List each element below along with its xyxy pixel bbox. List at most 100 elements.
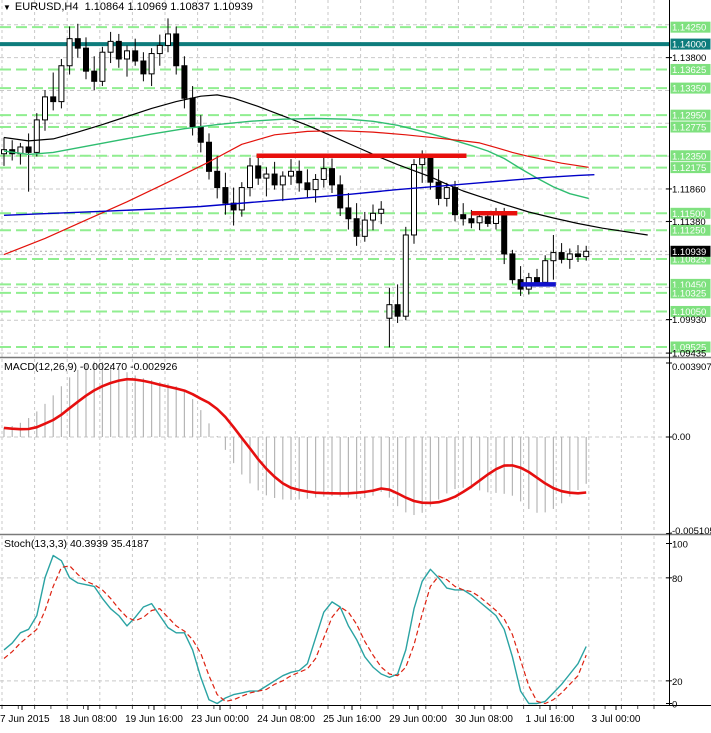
chevron-down-icon[interactable]: ▼ [3, 3, 11, 12]
candle [370, 204, 376, 231]
price-badge-label: 1.10939 [672, 247, 706, 258]
macd-scale-label: 0.003907 [672, 362, 711, 373]
price-scale-label: 1.11860 [672, 184, 706, 195]
price-badge-label: 1.12350 [672, 151, 706, 162]
price-badge-label: 1.14000 [672, 40, 706, 51]
price-badge [670, 305, 711, 317]
candle [279, 171, 286, 202]
price-badge-label: 1.11250 [672, 226, 706, 237]
price-badge-label: 1.11500 [672, 209, 706, 220]
chart-title-bar: ▼ EURUSD,H4 1.10864 1.10969 1.10837 1.109… [3, 1, 253, 13]
time-axis-label: 3 Jul 00:00 [592, 714, 641, 725]
candle [66, 26, 73, 75]
candle [107, 31, 114, 64]
candle [320, 157, 327, 188]
candle [304, 169, 311, 199]
macd-scale-label: 0.00 [672, 432, 691, 443]
candle [156, 34, 163, 66]
candle [460, 203, 467, 226]
price-badge [670, 287, 711, 299]
candle [132, 38, 139, 66]
candle [42, 90, 48, 131]
price-badge [670, 63, 711, 75]
candle [173, 26, 180, 75]
time-axis-label: 24 Jun 08:00 [257, 714, 315, 725]
candle [329, 158, 335, 194]
candle [165, 18, 171, 53]
stoch-scale-label: 0 [672, 700, 677, 711]
candle [124, 45, 130, 77]
time-axis-label: 17 Jun 2015 [0, 714, 50, 725]
candle [345, 193, 352, 230]
candle [386, 287, 393, 348]
candle [443, 182, 450, 207]
macd-scale-label: -0.005105 [672, 526, 711, 537]
price-badge [670, 109, 711, 121]
candle [575, 245, 581, 263]
price-badge [670, 245, 711, 257]
chart-symbol-timeframe: EURUSD,H4 [14, 1, 79, 13]
price-badge-label: 1.13625 [672, 65, 706, 76]
ma-blue-line [3, 174, 595, 216]
candle [411, 159, 417, 244]
candle [402, 226, 409, 321]
candle [263, 167, 270, 197]
candle [58, 58, 65, 109]
price-badge-label: 1.14250 [672, 23, 706, 34]
price-badge-label: 1.09525 [672, 342, 706, 353]
candle [238, 182, 245, 217]
price-scale-label: 1.09435 [672, 349, 706, 360]
candle [353, 203, 360, 246]
stoch-d-line [3, 565, 587, 705]
time-axis-label: 1 Jul 16:00 [526, 714, 575, 725]
time-axis[interactable]: 17 Jun 2015 18 Jun 08:00 19 Jun 16:00 23 Ju… [0, 706, 655, 725]
candle [558, 243, 565, 264]
candle [476, 213, 483, 231]
price-badge [670, 278, 711, 290]
candle [271, 161, 278, 190]
candle [206, 133, 212, 180]
price-scale-label: 1.11380 [672, 217, 706, 228]
time-axis-label: 29 Jun 00:00 [389, 714, 447, 725]
candle [566, 248, 573, 269]
price-badge-label: 1.12775 [672, 123, 706, 134]
time-axis-label: 18 Jun 08:00 [59, 714, 117, 725]
price-badge [670, 150, 711, 162]
candlestick-series [1, 18, 590, 348]
candle [148, 48, 155, 87]
price-badge [670, 341, 711, 353]
price-badge [670, 162, 711, 174]
stoch-k-line [3, 554, 587, 705]
ma-green-line [3, 117, 589, 200]
price-badge [670, 82, 711, 94]
ma-black-line [3, 94, 648, 236]
macd-indicator-label: MACD(12,26,9) -0.002470 -0.002926 [4, 361, 178, 373]
chart-ohlc-values: 1.10864 1.10969 1.10837 1.10939 [84, 1, 253, 13]
candle [91, 56, 98, 91]
stoch-scale-label: 100 [672, 540, 688, 551]
price-badge-label: 1.10450 [672, 280, 706, 291]
price-badge-label: 1.12950 [672, 111, 706, 122]
price-badge-label: 1.10825 [672, 255, 706, 266]
candle [115, 33, 122, 68]
stoch-indicator-label: Stoch(13,3,3) 40.3939 35.4187 [4, 538, 149, 550]
candle [509, 249, 516, 284]
stoch-scale-label: 20 [672, 677, 683, 688]
price-badge [670, 253, 711, 265]
time-axis-label: 19 Jun 16:00 [125, 714, 183, 725]
candle [25, 133, 32, 192]
candle [33, 113, 40, 157]
price-badge-label: 1.12175 [672, 163, 706, 174]
price-badge [670, 121, 711, 133]
price-scale-label: 1.13800 [672, 53, 706, 64]
candle [74, 23, 81, 58]
time-axis-label: 30 Jun 08:00 [455, 714, 513, 725]
candle [288, 159, 294, 185]
stoch-scale-label: 80 [672, 574, 683, 585]
time-axis-label: 23 Jun 00:00 [191, 714, 249, 725]
time-axis-label: 25 Jun 16:00 [323, 714, 381, 725]
